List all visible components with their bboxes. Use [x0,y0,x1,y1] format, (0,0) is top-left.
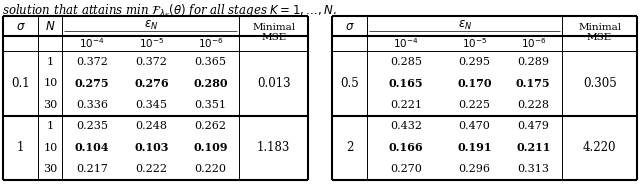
Text: 0.365: 0.365 [195,57,227,67]
Text: $\varepsilon_N$: $\varepsilon_N$ [144,18,158,31]
Text: 10: 10 [43,143,58,153]
Text: 1: 1 [17,141,24,154]
Text: 30: 30 [43,100,58,110]
Text: $10^{-5}$: $10^{-5}$ [462,37,487,50]
Text: 0.351: 0.351 [195,100,227,110]
Text: solution that attains min $\mathcal{F}_{\lambda_K}(\theta)$ for all stages $K=1,: solution that attains min $\mathcal{F}_{… [2,2,337,20]
Text: 30: 30 [43,164,58,174]
Text: 2: 2 [346,141,353,154]
Text: 0.248: 0.248 [136,121,168,131]
Text: $\sigma$: $\sigma$ [345,20,355,33]
Text: 0.103: 0.103 [134,142,169,153]
Text: $10^{-4}$: $10^{-4}$ [393,37,419,50]
Text: 0.296: 0.296 [459,164,491,174]
Text: 0.479: 0.479 [517,121,549,131]
Text: $10^{-6}$: $10^{-6}$ [520,37,546,50]
Text: 0.166: 0.166 [388,142,423,153]
Text: 0.211: 0.211 [516,142,550,153]
Text: 0.220: 0.220 [195,164,227,174]
Text: 0.104: 0.104 [75,142,109,153]
Text: 1: 1 [47,57,54,67]
Text: 0.470: 0.470 [459,121,490,131]
Text: $10^{-4}$: $10^{-4}$ [79,37,105,50]
Text: $N$: $N$ [45,20,56,33]
Text: $\varepsilon_N$: $\varepsilon_N$ [458,18,472,31]
Text: 0.235: 0.235 [76,121,108,131]
Text: 0.191: 0.191 [458,142,492,153]
Text: Minimal
MSE: Minimal MSE [252,23,295,42]
Text: 0.225: 0.225 [459,100,491,110]
Text: 0.336: 0.336 [76,100,108,110]
Text: 0.289: 0.289 [517,57,549,67]
Text: 10: 10 [43,78,58,88]
Text: 0.280: 0.280 [193,78,228,89]
Text: 0.275: 0.275 [75,78,109,89]
Text: 0.270: 0.270 [390,164,422,174]
Text: 1.183: 1.183 [257,141,291,154]
Text: 0.262: 0.262 [195,121,227,131]
Text: $10^{-6}$: $10^{-6}$ [198,37,223,50]
Text: 0.345: 0.345 [136,100,168,110]
Text: 0.013: 0.013 [257,77,291,90]
Text: 0.165: 0.165 [388,78,423,89]
Text: 0.217: 0.217 [76,164,108,174]
Text: 0.221: 0.221 [390,100,422,110]
Text: 0.109: 0.109 [193,142,228,153]
Text: 0.228: 0.228 [517,100,549,110]
Text: 0.295: 0.295 [459,57,491,67]
Text: 0.372: 0.372 [136,57,168,67]
Text: 0.305: 0.305 [583,77,616,90]
Text: $10^{-5}$: $10^{-5}$ [139,37,164,50]
Text: 0.1: 0.1 [12,77,30,90]
Text: 0.276: 0.276 [134,78,169,89]
Text: $\sigma$: $\sigma$ [15,20,26,33]
Text: 0.222: 0.222 [136,164,168,174]
Text: 0.175: 0.175 [516,78,550,89]
Text: 1: 1 [47,121,54,131]
Text: Minimal
MSE: Minimal MSE [578,23,621,42]
Text: 0.5: 0.5 [340,77,359,90]
Text: 0.313: 0.313 [517,164,549,174]
Text: 0.285: 0.285 [390,57,422,67]
Text: 0.432: 0.432 [390,121,422,131]
Text: 0.170: 0.170 [458,78,492,89]
Text: 0.372: 0.372 [76,57,108,67]
Text: 4.220: 4.220 [583,141,616,154]
